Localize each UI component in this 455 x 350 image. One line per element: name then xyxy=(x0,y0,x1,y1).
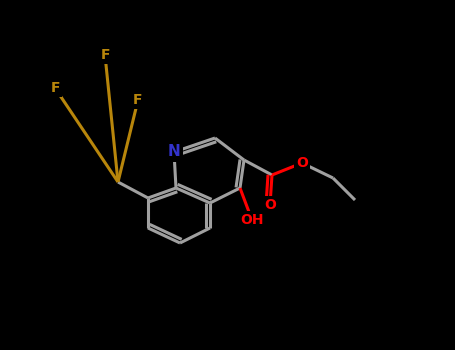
Text: F: F xyxy=(100,48,110,62)
Text: OH: OH xyxy=(240,213,264,227)
Text: O: O xyxy=(296,156,308,170)
Text: F: F xyxy=(133,93,143,107)
Text: F: F xyxy=(50,81,60,95)
Text: O: O xyxy=(264,198,276,212)
Text: N: N xyxy=(167,145,180,160)
